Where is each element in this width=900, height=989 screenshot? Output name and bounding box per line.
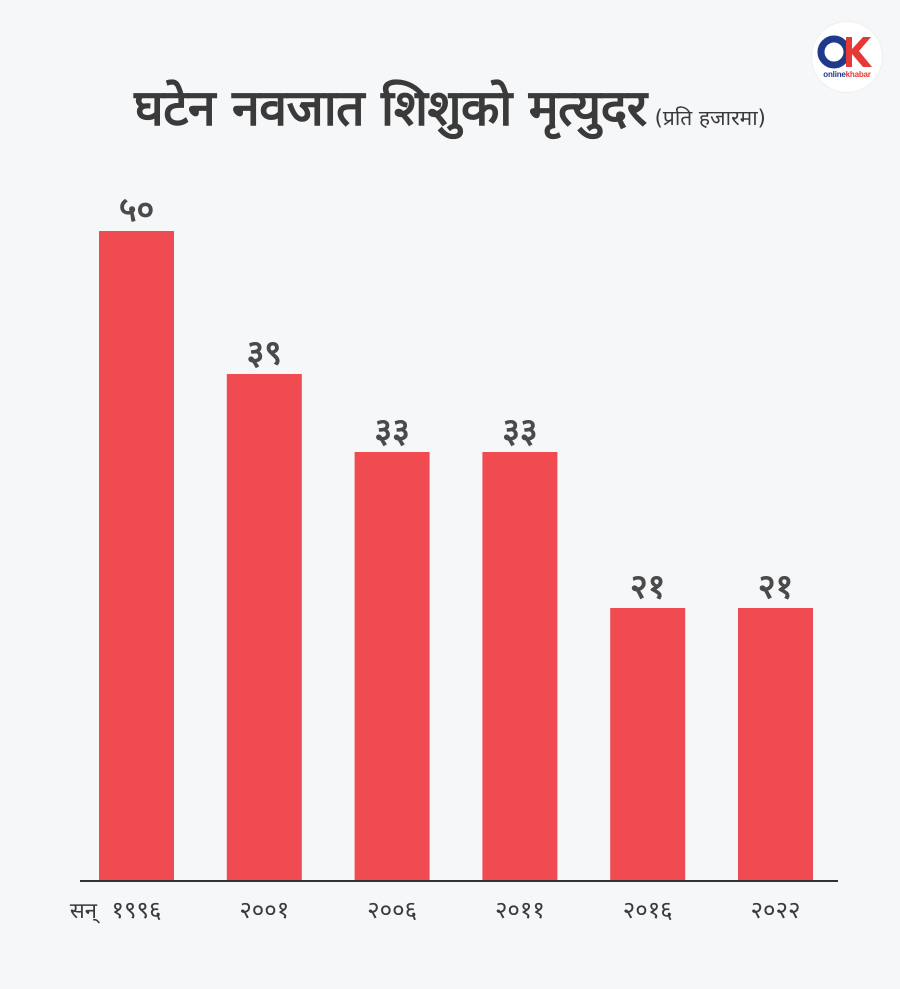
x-tick-label-2: २००६ bbox=[367, 896, 417, 924]
value-label-1: ३९ bbox=[247, 333, 282, 373]
x-tick-label-5: २०२२ bbox=[751, 896, 801, 924]
bar-2 bbox=[354, 452, 430, 881]
chart-title-block: घटेन नवजात शिशुको मृत्युदर (प्रति हजारमा) bbox=[0, 72, 900, 140]
bar-1 bbox=[226, 374, 302, 881]
bar-5 bbox=[738, 608, 813, 881]
logo-text-online: online bbox=[823, 70, 846, 79]
ok-logo-mark bbox=[817, 35, 872, 69]
chart-title: घटेन नवजात शिशुको मृत्युदर bbox=[134, 79, 647, 137]
x-axis-prefix: सन् bbox=[70, 899, 100, 924]
value-label-2: ३३ bbox=[374, 411, 409, 451]
bar-0 bbox=[99, 231, 174, 881]
logo-text-khabar: khabar bbox=[845, 70, 871, 79]
bar-4 bbox=[610, 608, 686, 881]
x-tick-label-1: २००१ bbox=[239, 896, 289, 924]
x-tick-label-4: २०१६ bbox=[623, 896, 673, 924]
bar-3 bbox=[482, 452, 558, 881]
value-label-3: ३३ bbox=[502, 411, 537, 451]
onlinekhabar-logo[interactable]: onlinekhabar bbox=[812, 22, 882, 92]
value-label-4: २१ bbox=[630, 567, 665, 607]
value-label-5: २१ bbox=[758, 567, 793, 607]
x-tick-label-0: १९९६ bbox=[112, 896, 162, 924]
x-tick-label-3: २०११ bbox=[495, 896, 545, 924]
value-label-0: ५० bbox=[119, 190, 154, 230]
logo-wordmark: onlinekhabar bbox=[812, 70, 882, 79]
chart-unit-subtitle: (प्रति हजारमा) bbox=[654, 106, 766, 130]
